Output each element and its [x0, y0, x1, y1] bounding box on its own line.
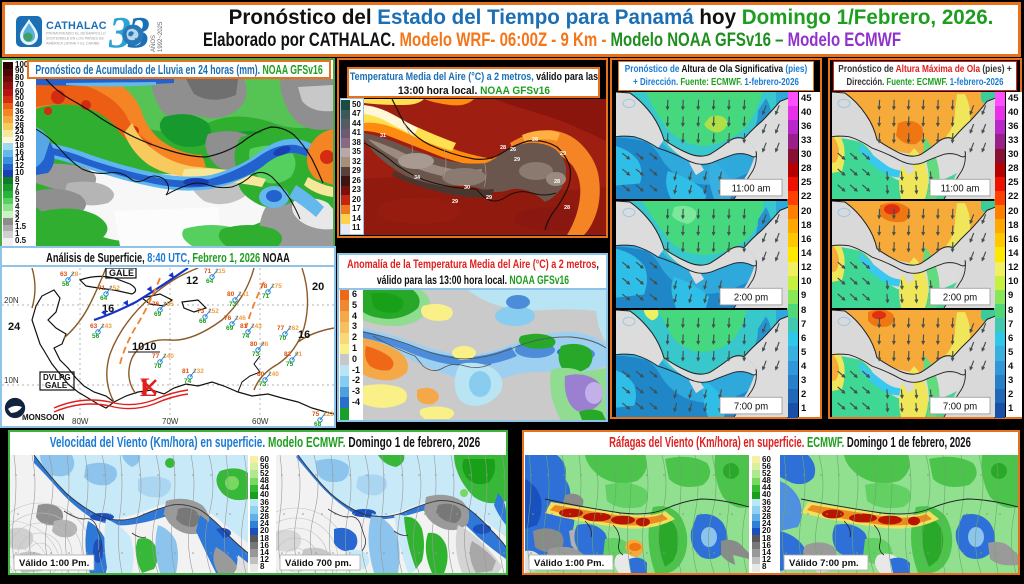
svg-text:63: 63 — [90, 323, 98, 330]
svg-text:MONSOON: MONSOON — [22, 413, 64, 422]
svg-text:80: 80 — [227, 291, 235, 298]
svg-text:71: 71 — [262, 293, 270, 300]
svg-text:28: 28 — [500, 145, 506, 151]
svg-text:143: 143 — [251, 323, 262, 330]
svg-text:91: 91 — [295, 351, 303, 358]
svg-text:69: 69 — [226, 325, 234, 332]
svg-text:Válido 700 pm.: Válido 700 pm. — [285, 558, 352, 569]
svg-text:GALE: GALE — [45, 381, 68, 390]
svg-text:7:00 pm: 7:00 pm — [734, 402, 768, 413]
svg-text:29: 29 — [452, 199, 458, 205]
svg-text:28: 28 — [532, 137, 538, 143]
svg-text:140: 140 — [268, 371, 279, 378]
svg-text:132: 132 — [193, 368, 204, 375]
svg-text:70: 70 — [279, 335, 287, 342]
svg-text:64: 64 — [206, 278, 214, 285]
svg-text:71: 71 — [204, 268, 212, 275]
svg-text:28: 28 — [564, 205, 570, 211]
svg-text:34: 34 — [414, 175, 421, 181]
svg-text:10N: 10N — [4, 376, 19, 385]
svg-text:11:00 am: 11:00 am — [732, 184, 771, 195]
svg-text:143: 143 — [101, 323, 112, 330]
svg-text:76: 76 — [224, 315, 232, 322]
svg-text:3: 3 — [109, 8, 131, 56]
svg-text:7:00 pm: 7:00 pm — [943, 402, 977, 413]
svg-text:77: 77 — [152, 353, 160, 360]
svg-text:146: 146 — [235, 315, 246, 322]
svg-text:73: 73 — [252, 351, 260, 358]
svg-text:80: 80 — [250, 341, 258, 348]
svg-text:73: 73 — [259, 381, 267, 388]
svg-text:73: 73 — [229, 301, 237, 308]
svg-text:75: 75 — [312, 411, 320, 418]
svg-text:81: 81 — [240, 323, 248, 330]
svg-text:1010: 1010 — [132, 341, 156, 353]
svg-text:140: 140 — [163, 353, 174, 360]
svg-text:16: 16 — [298, 329, 310, 341]
svg-text:GALE: GALE — [109, 268, 134, 278]
svg-text:68: 68 — [314, 421, 322, 426]
svg-text:24: 24 — [8, 321, 21, 333]
svg-text:60W: 60W — [252, 417, 269, 426]
svg-text:12: 12 — [186, 275, 198, 287]
svg-text:29: 29 — [514, 157, 520, 163]
svg-text:78: 78 — [260, 283, 268, 290]
svg-text:26: 26 — [510, 147, 516, 153]
svg-text:DVLPG: DVLPG — [43, 373, 71, 382]
svg-text:70W: 70W — [162, 417, 179, 426]
svg-text:152: 152 — [208, 308, 219, 315]
svg-text:74: 74 — [184, 378, 192, 385]
svg-text:Válido 1:00 Pm.: Válido 1:00 Pm. — [19, 558, 89, 569]
svg-text:162: 162 — [288, 325, 299, 332]
svg-text:80W: 80W — [72, 417, 89, 426]
svg-text:56: 56 — [92, 333, 100, 340]
svg-text:Válido 1:00 Pm.: Válido 1:00 Pm. — [534, 558, 604, 569]
svg-text:AMÉRICA LATINA Y EL CARIBE: AMÉRICA LATINA Y EL CARIBE — [46, 41, 100, 46]
svg-text:66: 66 — [199, 318, 207, 325]
svg-text:SOSTENIBLE EN LOS PAÍSES DE: SOSTENIBLE EN LOS PAÍSES DE — [46, 37, 104, 41]
svg-text:98: 98 — [261, 341, 269, 348]
svg-text:PROMOVIENDO EL DESARROLLO: PROMOVIENDO EL DESARROLLO — [46, 32, 106, 36]
svg-text:175: 175 — [271, 283, 282, 290]
svg-text:29: 29 — [560, 151, 566, 157]
svg-text:152: 152 — [109, 285, 120, 292]
svg-text:141: 141 — [238, 291, 249, 298]
svg-text:11:00 am: 11:00 am — [941, 184, 980, 195]
svg-text:28: 28 — [554, 179, 560, 185]
svg-text:115: 115 — [215, 268, 226, 275]
svg-text:2:00 pm: 2:00 pm — [734, 293, 768, 304]
svg-text:77: 77 — [277, 325, 285, 332]
svg-text:76: 76 — [152, 301, 160, 308]
svg-text:75: 75 — [286, 361, 294, 368]
svg-text:63: 63 — [60, 271, 68, 278]
svg-text:Válido 7:00 pm.: Válido 7:00 pm. — [789, 558, 859, 569]
svg-text:69: 69 — [154, 311, 162, 318]
svg-text:1992~2025: 1992~2025 — [158, 21, 164, 52]
svg-text:80: 80 — [257, 371, 265, 378]
svg-text:31: 31 — [380, 133, 386, 139]
svg-text:74: 74 — [242, 333, 250, 340]
svg-text:29: 29 — [486, 195, 492, 201]
svg-text:155: 155 — [163, 301, 174, 308]
svg-text:56: 56 — [62, 281, 70, 288]
svg-text:2:00 pm: 2:00 pm — [943, 293, 977, 304]
svg-text:64: 64 — [100, 295, 108, 302]
svg-text:73: 73 — [197, 308, 205, 315]
svg-text:30: 30 — [464, 185, 470, 191]
svg-text:82: 82 — [284, 351, 292, 358]
svg-text:28: 28 — [71, 271, 79, 278]
svg-text:20: 20 — [312, 281, 324, 293]
svg-text:71: 71 — [98, 285, 106, 292]
svg-text:123: 123 — [323, 411, 334, 418]
svg-text:CATHALAC: CATHALAC — [46, 20, 107, 32]
svg-text:AÑOS: AÑOS — [150, 35, 157, 52]
svg-text:70: 70 — [154, 363, 162, 370]
svg-text:20N: 20N — [4, 296, 19, 305]
svg-text:81: 81 — [182, 368, 190, 375]
